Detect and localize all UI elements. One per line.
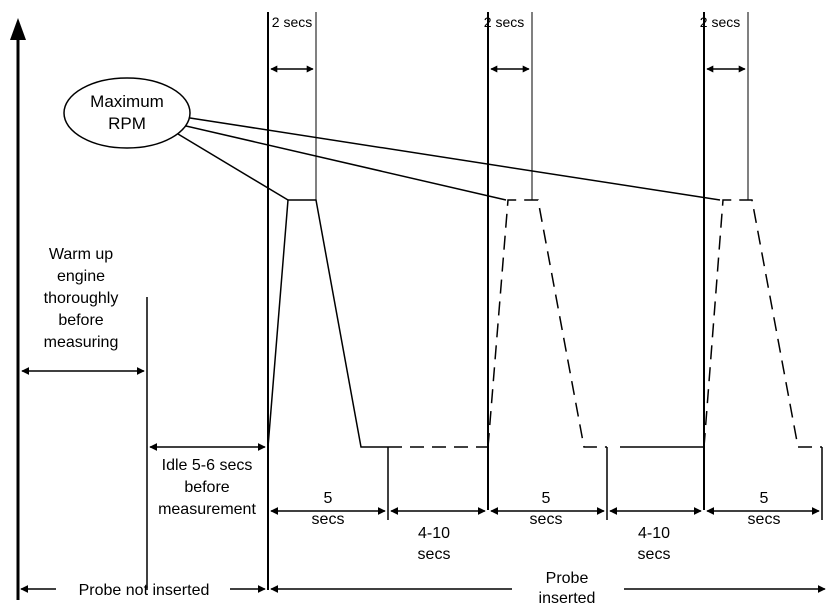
probe-inserted-label-line1: Probe bbox=[546, 570, 589, 587]
four-ten-secs-label-2-line1: 4-10 bbox=[638, 525, 670, 542]
five-secs-label-2-line2: secs bbox=[530, 511, 563, 528]
five-secs-label-3-line2: secs bbox=[748, 511, 781, 528]
two-secs-label-1: 2 secs bbox=[272, 14, 312, 30]
idle-text-line1: Idle 5-6 secs bbox=[162, 457, 253, 474]
warm-up-text-line2: engine bbox=[57, 268, 105, 285]
five-secs-label-1-line2: secs bbox=[312, 511, 345, 528]
maximum-rpm-label-line2: RPM bbox=[108, 114, 146, 133]
warm-up-text-line5: measuring bbox=[44, 334, 119, 351]
four-ten-secs-label-2-line2: secs bbox=[638, 546, 671, 563]
probe-inserted-label-line2: inserted bbox=[539, 590, 596, 607]
rpm-trace-cycle1 bbox=[268, 200, 388, 447]
idle-text-line2: before bbox=[184, 479, 229, 496]
rpm-trace-cycle3 bbox=[704, 200, 822, 447]
rpm-trace-cycle2 bbox=[488, 200, 607, 447]
four-ten-secs-label-1-line2: secs bbox=[418, 546, 451, 563]
four-ten-secs-label-1-line1: 4-10 bbox=[418, 525, 450, 542]
five-secs-label-1-line1: 5 bbox=[324, 490, 333, 507]
maximum-rpm-label-line1: Maximum bbox=[90, 92, 164, 111]
warm-up-text-line4: before bbox=[58, 312, 103, 329]
warm-up-text-line3: thoroughly bbox=[44, 290, 119, 307]
five-secs-label-3-line1: 5 bbox=[760, 490, 769, 507]
two-secs-label-2: 2 secs bbox=[484, 14, 524, 30]
max-rpm-pointer-2 bbox=[186, 126, 506, 200]
warm-up-text-line1: Warm up bbox=[49, 246, 113, 263]
two-secs-label-3: 2 secs bbox=[700, 14, 740, 30]
max-rpm-pointer-1 bbox=[178, 134, 288, 200]
five-secs-label-2-line1: 5 bbox=[542, 490, 551, 507]
maximum-rpm-bubble bbox=[64, 78, 190, 148]
idle-text-line3: measurement bbox=[158, 501, 256, 518]
y-axis-arrowhead bbox=[10, 18, 26, 40]
probe-not-inserted-label: Probe not inserted bbox=[79, 582, 210, 599]
